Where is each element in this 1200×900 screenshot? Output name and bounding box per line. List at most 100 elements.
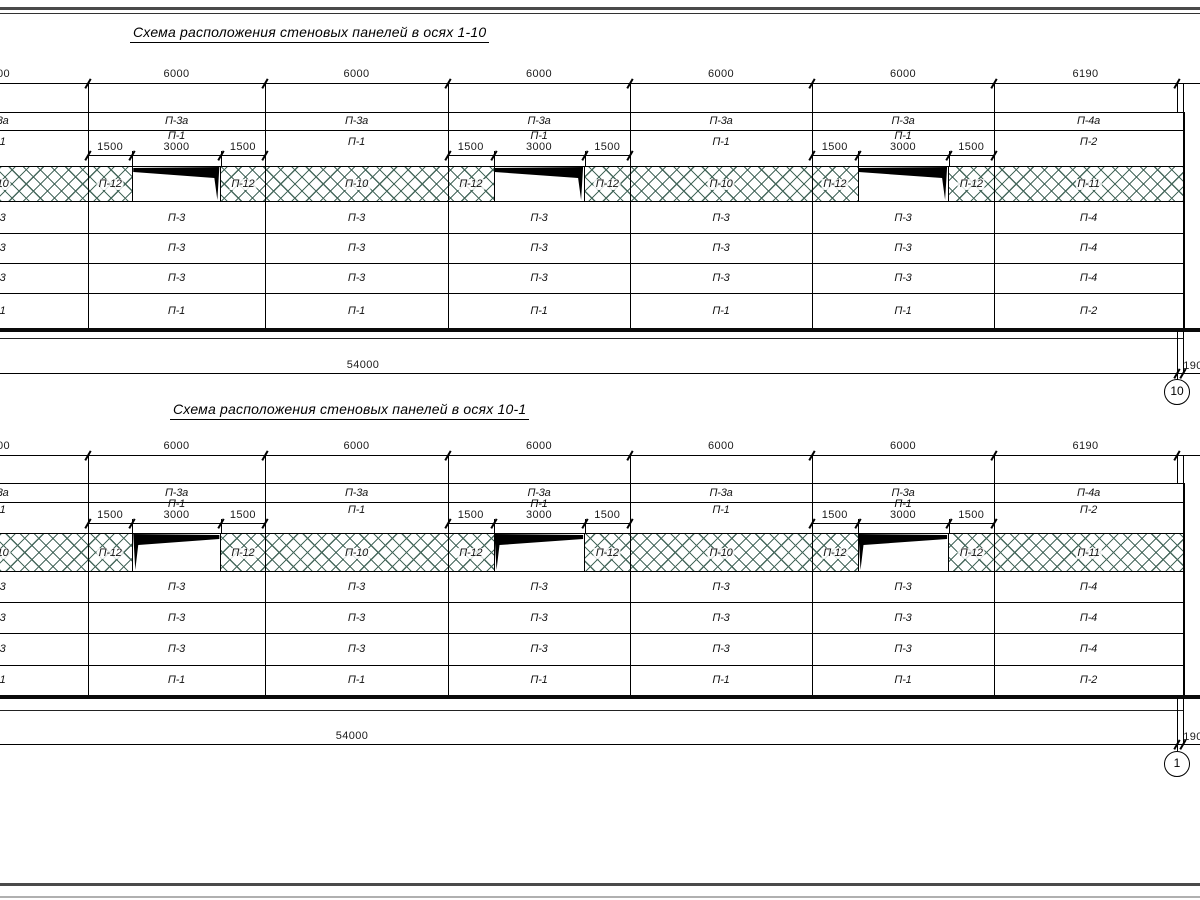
row-line [0, 502, 1183, 503]
axis-extension-line [630, 455, 631, 483]
panel-label: П-1 [347, 304, 366, 317]
axis-10-extension [1177, 698, 1178, 751]
panel-label: П-1 [712, 674, 730, 686]
total-dim-label: 54000 [346, 359, 380, 371]
panel-label: П-3а [344, 115, 369, 127]
panel-label: П-3 [347, 242, 366, 254]
panel-label: П-3а [0, 486, 9, 499]
bay-border-line [812, 112, 813, 328]
bay-border-line [448, 483, 449, 695]
panel-label: П-3а [164, 115, 189, 127]
panel-label: П-3а [891, 115, 915, 127]
top-dim-line [0, 455, 1200, 456]
window-side-dim-label: 1500 [594, 141, 621, 153]
row-line [0, 263, 1183, 264]
window-dim-line [812, 523, 994, 524]
hatch-panel-label: П-12 [957, 178, 985, 190]
window-side-dim-label: 1500 [229, 141, 256, 153]
panel-label: П-1 [167, 498, 186, 510]
window-opening [857, 167, 949, 201]
window-sash-symbol [133, 167, 219, 200]
row-line [0, 112, 1183, 113]
panel-label: П-3а [164, 486, 189, 499]
axis-dim-label: 6000 [163, 68, 190, 80]
window-dim-extension [948, 151, 950, 166]
axis-dim-label: 6000 [525, 68, 553, 80]
hatch-panel-label: П-12 [229, 546, 257, 559]
panel-label: П-3 [530, 242, 548, 254]
axis-extension-line [1177, 455, 1178, 483]
panel-label: П-3а [527, 115, 551, 127]
window-side-dim-label: 1500 [457, 509, 484, 521]
window-side-dim-label: 1500 [958, 141, 985, 153]
base-line [0, 710, 1183, 711]
bay-border-line [630, 112, 631, 328]
window-dim-extension [584, 151, 586, 166]
panel-label: П-3 [712, 581, 730, 593]
panel-label: П-3а [891, 486, 915, 499]
panel-label: П-2 [1079, 674, 1098, 686]
panel-label: П-1 [167, 304, 186, 317]
panel-label: П-4 [1079, 242, 1098, 254]
panel-label: П-1 [347, 136, 366, 148]
axis-circle: 10 [1164, 379, 1190, 405]
window-dim-extension [857, 519, 859, 533]
window-dim-extension [857, 151, 859, 166]
panel-label: П-4а [1076, 115, 1101, 127]
panel-label: П-3 [347, 611, 366, 624]
total-dim-line [0, 744, 1200, 745]
axis-dim-label: 6000 [343, 68, 370, 80]
window-side-dim-label: 1500 [97, 141, 124, 153]
panel-label: П-1 [0, 504, 6, 516]
window-side-dim-label: 1500 [457, 141, 484, 153]
edge-extension [1183, 331, 1184, 374]
panel-label: П-3а [709, 486, 733, 499]
panel-label: П-3 [894, 211, 912, 224]
panel-label: П-3 [347, 643, 366, 655]
axis-dim-label: 6000 [889, 440, 917, 452]
hatch-panel-label: П-12 [229, 178, 257, 190]
panel-label: П-1 [530, 674, 548, 686]
window-side-dim-label: 1500 [958, 509, 985, 521]
panel-label: П-3 [0, 211, 6, 224]
panel-label: П-4а [1076, 486, 1101, 499]
base-line [0, 338, 1183, 339]
total-dim-line [0, 373, 1200, 374]
window-dim-line [812, 155, 994, 156]
panel-label: П-3 [894, 272, 912, 284]
panel-label: П-4 [1079, 611, 1098, 624]
axis-marker-leader [1176, 744, 1178, 751]
window-side-dim-label: 1500 [821, 141, 848, 153]
panel-label: П-1 [530, 498, 548, 510]
panel-label: П-3 [167, 211, 186, 224]
window-middle-dim-label: 3000 [163, 141, 190, 153]
panel-label: П-3 [167, 611, 186, 624]
window-middle-dim-label: 3000 [889, 509, 917, 521]
panel-label: П-3 [167, 272, 186, 284]
bay-border-line [994, 483, 995, 695]
axis-extension-line [448, 83, 449, 112]
panel-label: П-1 [530, 304, 548, 317]
panel-label: П-3 [530, 581, 548, 593]
panel-label: П-3 [712, 643, 730, 655]
axis-dim-label: 6190 [1072, 68, 1099, 80]
table-right-border [1183, 483, 1185, 695]
top-frame-line [0, 7, 1200, 10]
window-dim-extension [220, 151, 222, 166]
top-frame-line-2 [0, 13, 1200, 14]
row-line [0, 483, 1183, 484]
window-dim-extension [220, 519, 222, 533]
window-dim-line [448, 523, 630, 524]
edge-extension [1183, 698, 1184, 745]
edge-dim-label: 190 [1183, 360, 1200, 372]
bay-border-line [88, 483, 89, 695]
panel-label: П-3 [894, 611, 912, 624]
window-dim-line [88, 155, 265, 156]
panel-label: П-1 [0, 136, 6, 148]
row-line [0, 293, 1183, 294]
panel-label: П-3 [0, 581, 6, 593]
panel-label: П-4 [1079, 272, 1098, 284]
hatch-panel-label: П-11 [1075, 178, 1102, 190]
panel-label: П-3 [347, 581, 366, 593]
